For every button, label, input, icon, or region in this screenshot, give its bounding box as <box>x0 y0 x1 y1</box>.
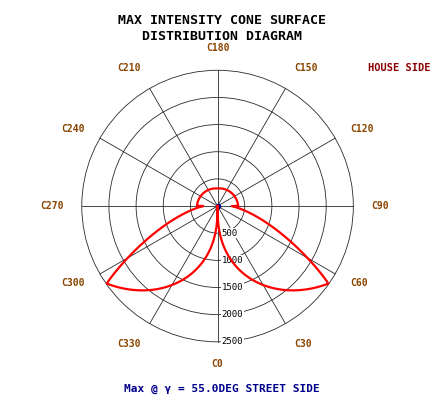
Text: C210: C210 <box>117 63 141 73</box>
Text: 2000: 2000 <box>222 310 243 319</box>
Text: C330: C330 <box>117 339 141 349</box>
Text: 1000: 1000 <box>222 256 243 265</box>
Text: C0: C0 <box>212 360 223 370</box>
Text: 2500: 2500 <box>222 337 243 346</box>
Text: DISTRIBUTION DIAGRAM: DISTRIBUTION DIAGRAM <box>142 30 302 43</box>
Text: C300: C300 <box>61 278 85 288</box>
Text: 500: 500 <box>222 229 238 238</box>
Text: 1500: 1500 <box>222 283 243 292</box>
Text: C240: C240 <box>61 124 85 134</box>
Text: HOUSE SIDE: HOUSE SIDE <box>368 63 431 73</box>
Text: C120: C120 <box>350 124 374 134</box>
Text: C150: C150 <box>294 63 318 73</box>
Text: C270: C270 <box>41 201 64 211</box>
Text: C60: C60 <box>350 278 368 288</box>
Text: C90: C90 <box>371 201 388 211</box>
Text: C180: C180 <box>206 42 229 53</box>
Text: MAX INTENSITY CONE SURFACE: MAX INTENSITY CONE SURFACE <box>118 14 326 27</box>
Text: Max @ γ = 55.0DEG STREET SIDE: Max @ γ = 55.0DEG STREET SIDE <box>124 384 320 394</box>
Text: C30: C30 <box>294 339 312 349</box>
